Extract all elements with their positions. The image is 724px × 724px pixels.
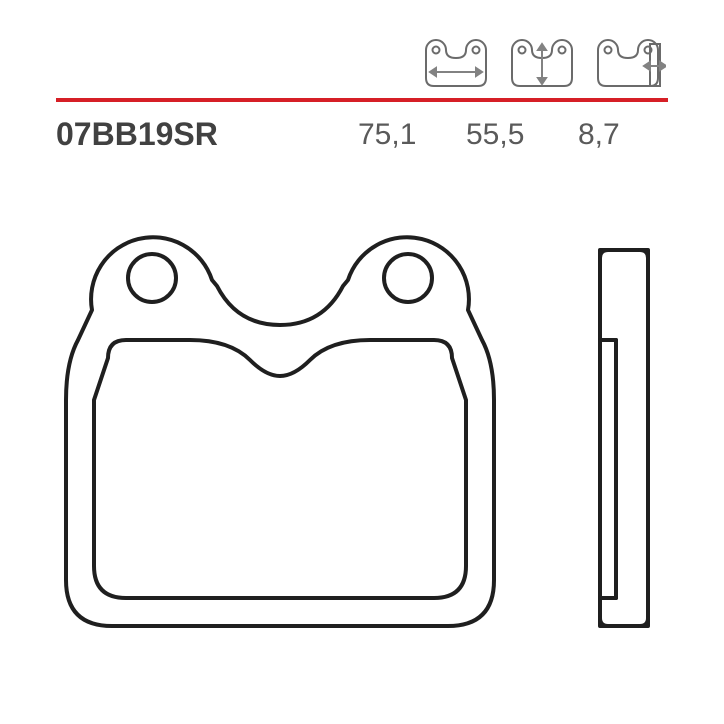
pad-side-view bbox=[600, 242, 648, 626]
pad-outer-outline bbox=[66, 237, 494, 626]
dimension-height: 55,5 bbox=[466, 118, 524, 152]
dimension-icons bbox=[418, 36, 666, 94]
dimension-width: 75,1 bbox=[358, 118, 416, 152]
pad-inner-outline bbox=[94, 340, 466, 598]
height-icon bbox=[504, 36, 580, 94]
accent-divider bbox=[56, 98, 668, 102]
width-icon bbox=[418, 36, 494, 94]
mounting-hole-right bbox=[384, 254, 432, 302]
brake-pad-drawing bbox=[62, 190, 662, 670]
mounting-hole-left bbox=[128, 254, 176, 302]
part-number: 07BB19SR bbox=[56, 116, 218, 153]
dimension-thickness: 8,7 bbox=[578, 118, 620, 152]
thickness-icon bbox=[590, 36, 666, 94]
